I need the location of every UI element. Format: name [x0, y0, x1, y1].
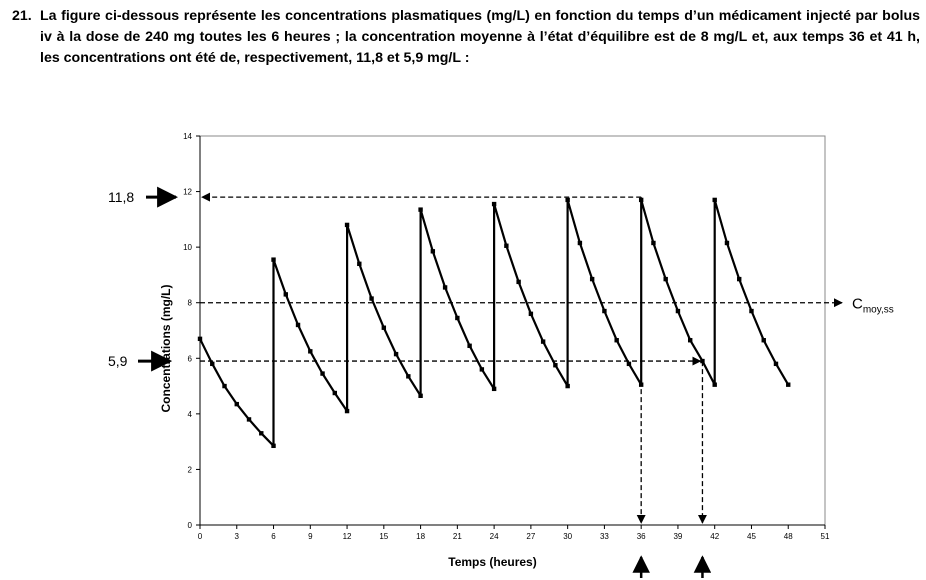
cmin-label: 5,9	[108, 353, 128, 369]
data-point	[479, 367, 485, 372]
data-point	[344, 408, 350, 414]
data-point	[271, 257, 276, 262]
x-tick-label: 3	[235, 532, 240, 541]
data-point	[504, 243, 509, 248]
y-axis-title: Concentrations (mg/L)	[159, 284, 173, 412]
data-point	[259, 431, 264, 436]
data-point	[773, 361, 779, 367]
data-point	[663, 276, 668, 282]
x-tick-label: 42	[710, 532, 719, 541]
data-point	[491, 386, 497, 392]
data-point	[638, 197, 644, 203]
x-tick-label: 48	[784, 532, 793, 541]
y-tick-label: 10	[183, 243, 192, 252]
question-number: 21.	[12, 8, 32, 24]
data-point	[700, 358, 705, 364]
data-point	[308, 349, 313, 354]
data-point	[369, 296, 374, 301]
x-tick-label: 30	[563, 532, 572, 541]
series-line	[199, 198, 790, 447]
data-point	[712, 382, 717, 387]
y-tick-label: 14	[183, 132, 192, 141]
data-point	[553, 363, 558, 368]
data-point	[577, 240, 583, 246]
data-point	[516, 279, 521, 285]
data-point	[246, 417, 252, 422]
x-axis-title: Temps (heures)	[448, 555, 536, 569]
data-point	[540, 339, 546, 344]
x-tick-label: 15	[379, 532, 388, 541]
x-tick-label: 6	[271, 532, 276, 541]
data-point	[749, 308, 754, 314]
y-tick-label: 0	[188, 521, 193, 530]
data-point	[442, 285, 448, 290]
data-point	[283, 292, 288, 297]
data-point	[197, 336, 203, 342]
data-point	[626, 361, 632, 367]
x-tick-label: 39	[673, 532, 682, 541]
x-tick-label: 51	[821, 532, 830, 541]
data-point	[614, 338, 619, 343]
data-point	[737, 276, 742, 282]
data-point	[222, 383, 227, 389]
data-point	[565, 197, 570, 203]
data-point	[234, 401, 239, 407]
question-block: 21. La figure ci-dessous représente les …	[12, 6, 920, 69]
data-point	[210, 361, 215, 367]
data-point	[295, 322, 301, 328]
plot-area-border	[199, 135, 826, 526]
data-point	[638, 382, 644, 387]
x-tick-label: 24	[490, 532, 499, 541]
data-point	[651, 240, 656, 246]
cavg-label: Cmoy,ss	[852, 296, 894, 316]
data-point	[675, 308, 681, 314]
data-point	[724, 240, 730, 246]
data-point	[418, 393, 423, 398]
data-point	[271, 443, 276, 449]
data-point	[320, 371, 325, 376]
data-point	[406, 374, 411, 379]
data-point	[687, 338, 693, 343]
data-point	[528, 311, 534, 317]
data-point	[381, 325, 387, 330]
y-tick-label: 12	[183, 188, 192, 197]
x-tick-label: 45	[747, 532, 756, 541]
data-point	[786, 382, 791, 387]
data-point	[712, 197, 717, 203]
data-point	[455, 315, 460, 321]
x-tick-label: 18	[416, 532, 425, 541]
y-tick-label: 2	[188, 465, 193, 474]
data-point	[602, 308, 607, 314]
data-point	[332, 390, 338, 396]
data-point	[565, 383, 570, 389]
question-text: La figure ci-dessous représente les conc…	[40, 8, 920, 66]
x-tick-label: 21	[453, 532, 462, 541]
y-tick-label: 4	[188, 410, 193, 419]
x-tick-label: 12	[343, 532, 352, 541]
x-tick-label: 36	[637, 532, 646, 541]
data-point	[430, 249, 436, 254]
data-point	[344, 222, 350, 228]
data-point	[393, 351, 399, 357]
data-point	[491, 201, 497, 207]
y-tick-label: 6	[188, 354, 193, 363]
y-tick-label: 8	[188, 299, 193, 308]
data-point	[467, 343, 472, 348]
data-point	[761, 338, 766, 343]
data-point	[418, 207, 423, 212]
x-tick-label: 33	[600, 532, 609, 541]
data-point	[357, 261, 362, 267]
cmax-label: 11,8	[108, 189, 134, 205]
x-tick-label: 9	[308, 532, 313, 541]
data-point	[589, 276, 595, 282]
x-tick-label: 0	[198, 532, 203, 541]
x-tick-label: 27	[526, 532, 535, 541]
